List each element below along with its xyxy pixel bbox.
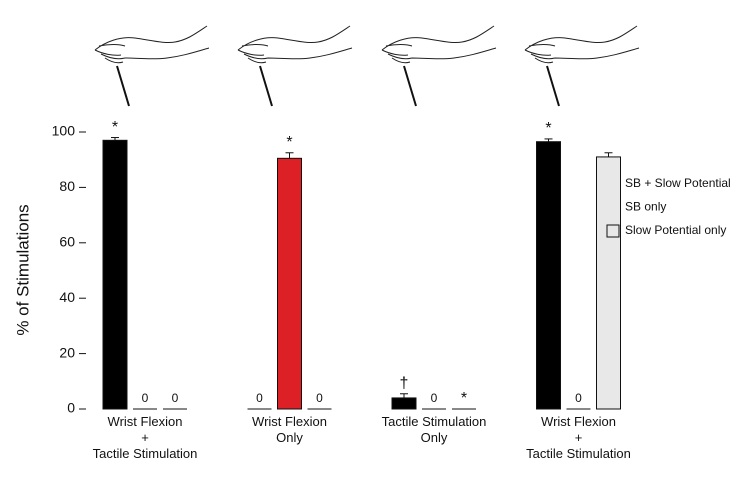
value-label: 0 bbox=[431, 391, 438, 405]
legend-label: SB + Slow Potential bbox=[625, 176, 731, 190]
y-tick-label: 40 bbox=[59, 289, 75, 305]
hand-illustration bbox=[524, 25, 640, 107]
y-tick-label: 100 bbox=[52, 123, 76, 139]
hand-illustration bbox=[237, 25, 353, 107]
y-tick-label: 0 bbox=[67, 400, 75, 416]
x-tick-label: Wrist Flexion Only bbox=[252, 414, 327, 445]
bar bbox=[277, 157, 302, 410]
bar bbox=[391, 397, 417, 410]
hand-illustration bbox=[94, 25, 210, 107]
y-tick-label: 60 bbox=[59, 234, 75, 250]
annotation: † bbox=[400, 375, 409, 392]
value-label: 0 bbox=[316, 391, 323, 405]
annotation: * bbox=[112, 119, 118, 136]
bar bbox=[536, 141, 561, 410]
value-label: 0 bbox=[256, 391, 263, 405]
legend-label: Slow Potential only bbox=[625, 223, 726, 237]
y-axis-label: % of Stimulations bbox=[13, 204, 32, 335]
annotation: * bbox=[286, 134, 292, 151]
value-label: 0 bbox=[142, 391, 149, 405]
legend-label: SB only bbox=[625, 200, 666, 214]
hand-illustration bbox=[381, 25, 497, 107]
y-tick-label: 80 bbox=[59, 178, 75, 194]
annotation: * bbox=[461, 390, 467, 407]
x-tick-label: Wrist Flexion + Tactile Stimulation bbox=[526, 414, 631, 461]
y-tick-label: 20 bbox=[59, 344, 75, 360]
x-tick-label: Wrist Flexion + Tactile Stimulation bbox=[92, 414, 198, 461]
legend-swatch bbox=[606, 224, 620, 238]
value-label: 0 bbox=[575, 391, 582, 405]
x-tick-label: Tactile Stimulation Only bbox=[381, 414, 487, 445]
value-label: 0 bbox=[172, 391, 179, 405]
bar bbox=[102, 139, 128, 410]
bar bbox=[596, 156, 621, 410]
annotation: * bbox=[545, 120, 551, 137]
